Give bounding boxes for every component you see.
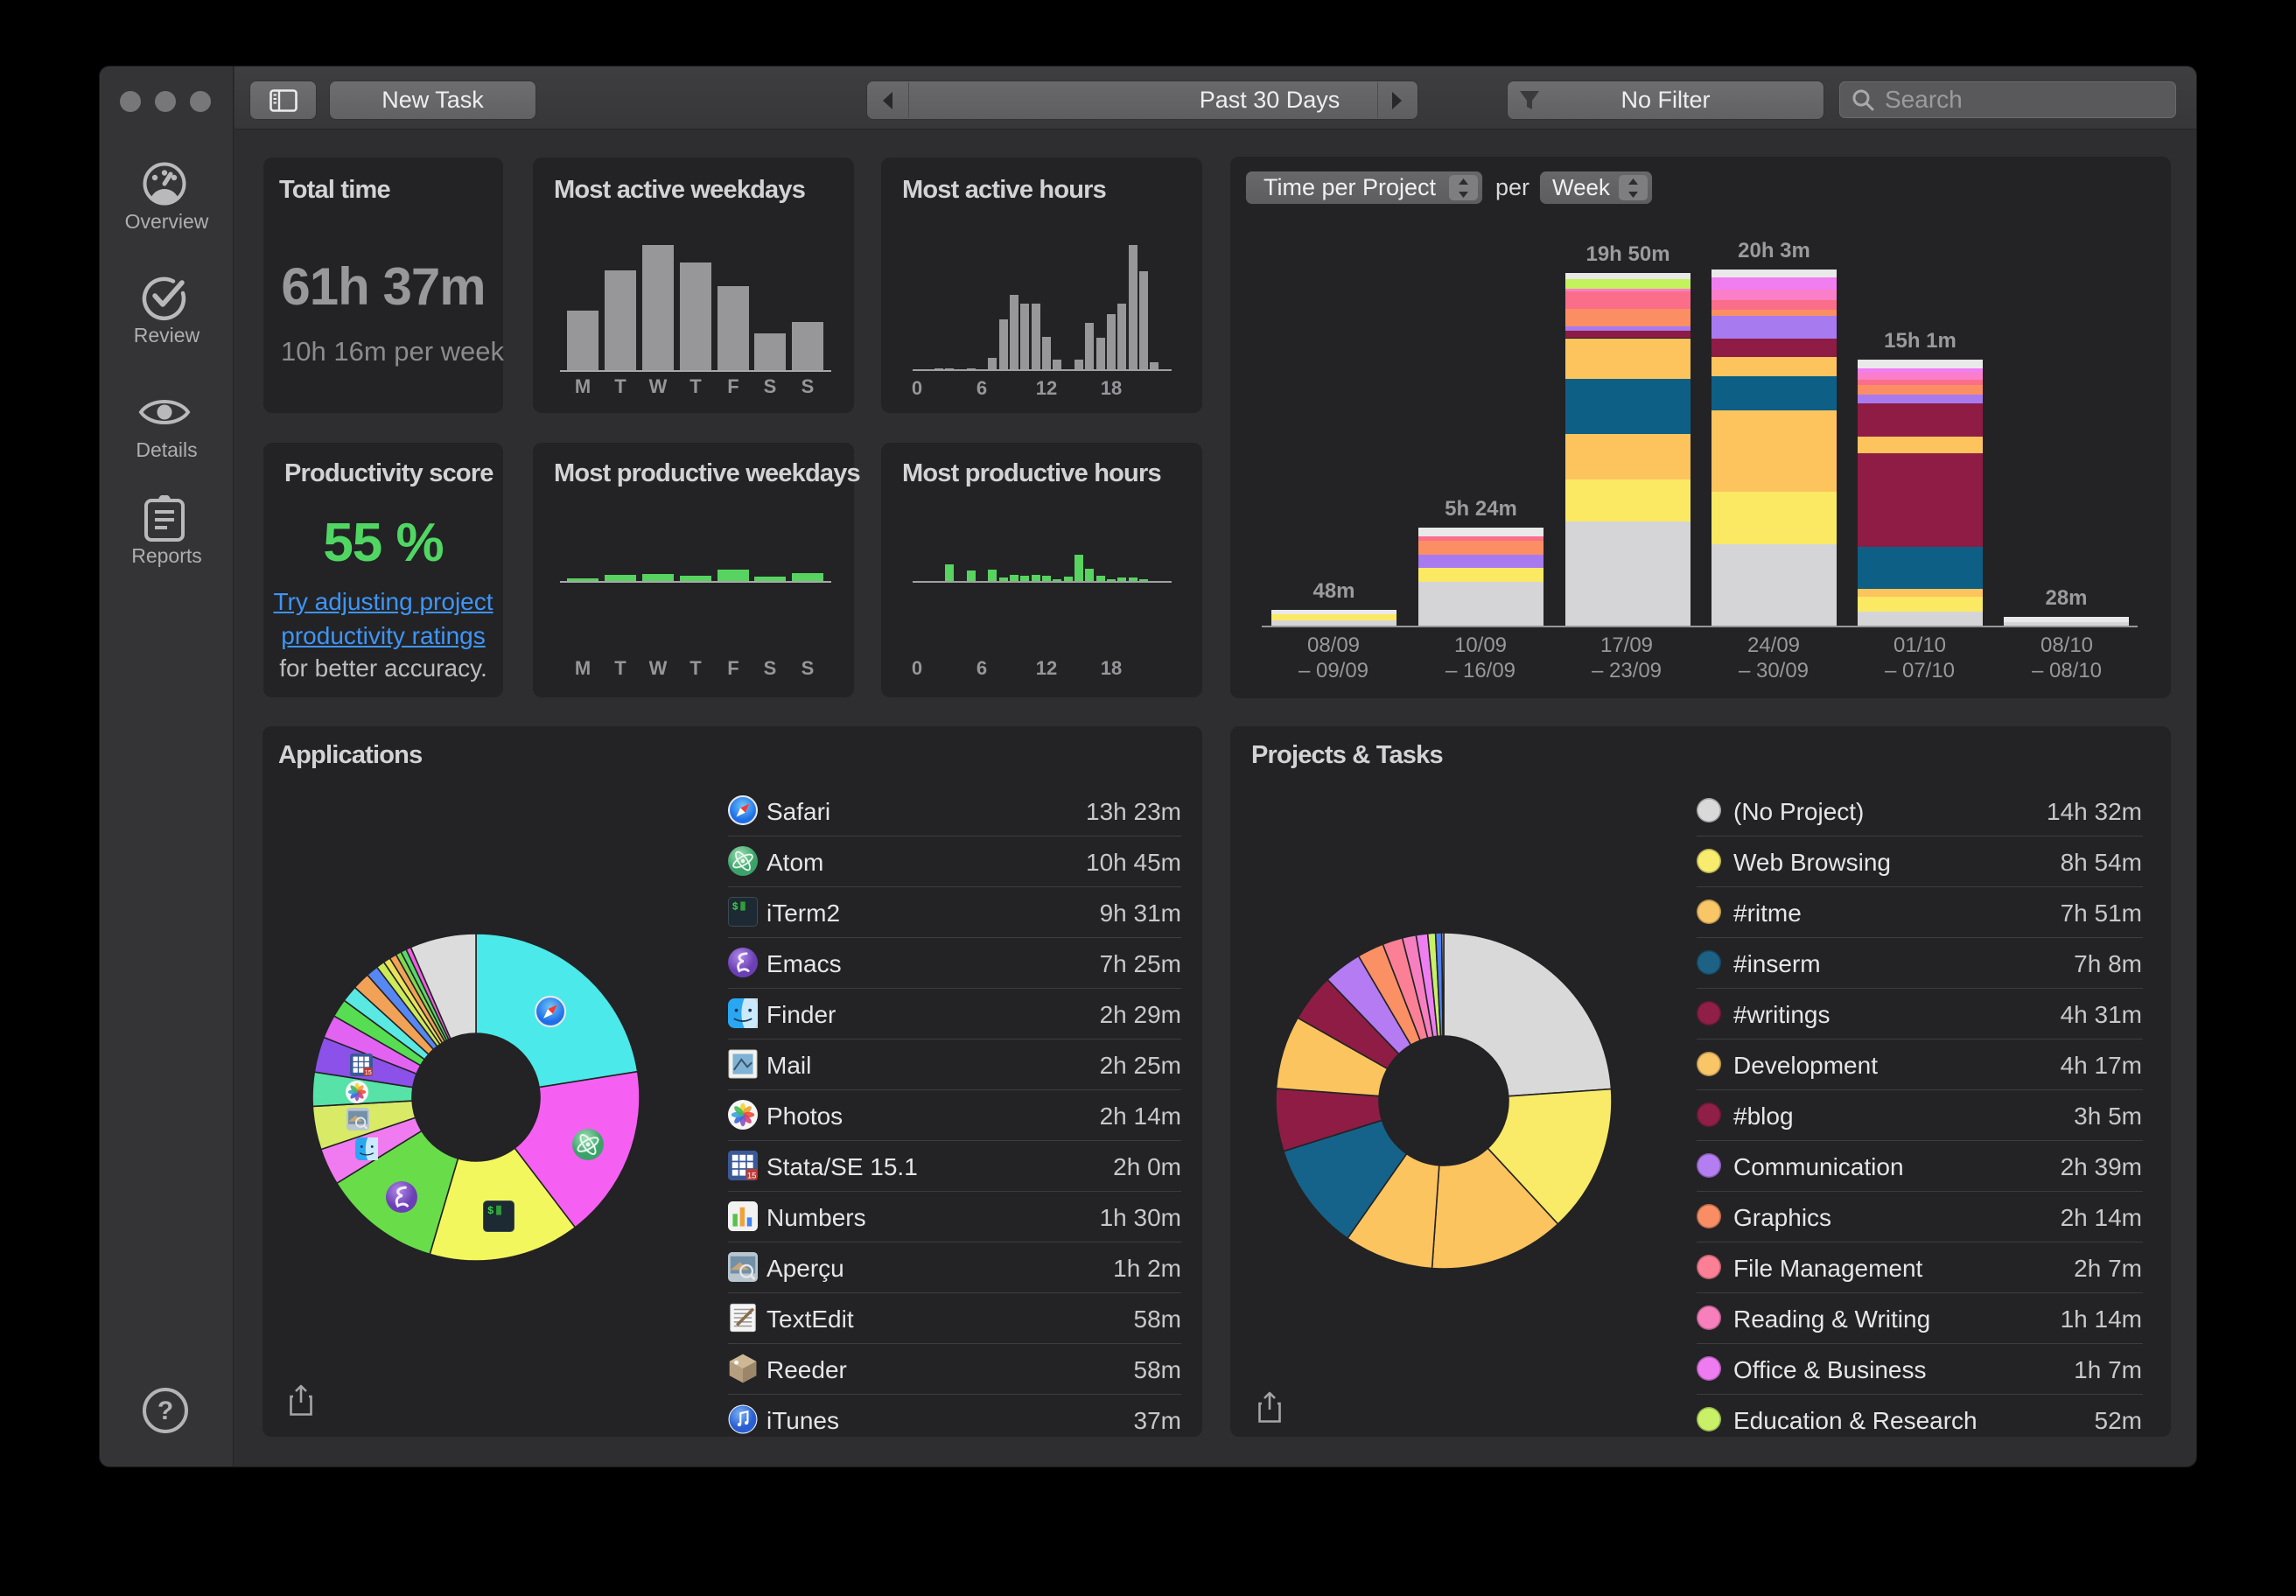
svg-text:15: 15 xyxy=(365,1068,372,1076)
svg-text:$: $ xyxy=(487,1205,494,1217)
svg-text:$: $ xyxy=(732,901,738,913)
svg-text:15: 15 xyxy=(747,1171,757,1180)
svg-text:?: ? xyxy=(158,1396,173,1425)
